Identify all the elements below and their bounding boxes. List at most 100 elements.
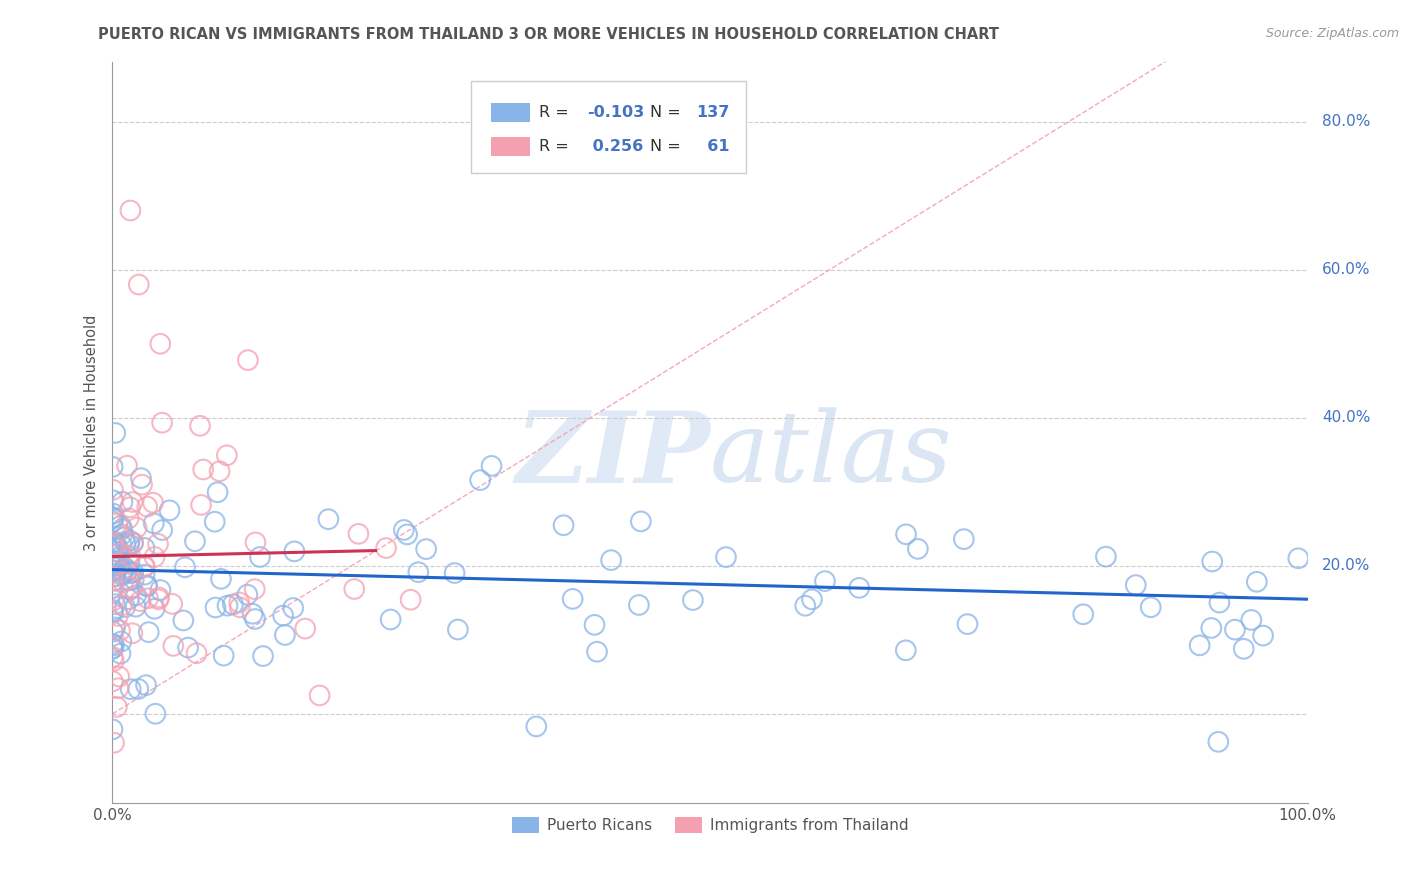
Point <box>848 581 870 595</box>
Point <box>110 538 132 552</box>
Point <box>956 617 979 632</box>
Point <box>553 518 575 533</box>
Point <box>186 646 208 660</box>
Point <box>101 564 124 578</box>
Point <box>111 564 134 578</box>
Point <box>1251 629 1274 643</box>
Point <box>105 700 128 714</box>
Text: 61: 61 <box>696 138 730 153</box>
Text: 137: 137 <box>696 104 730 120</box>
Text: ZIP: ZIP <box>515 407 710 503</box>
Point <box>343 582 366 596</box>
Point <box>104 425 127 440</box>
Point <box>122 536 145 550</box>
Point <box>1223 623 1246 637</box>
Point <box>134 541 156 555</box>
Point <box>136 591 159 606</box>
Point <box>561 591 583 606</box>
Point <box>121 626 143 640</box>
Point <box>103 593 125 607</box>
Point <box>101 641 124 656</box>
Point <box>121 535 143 549</box>
Point <box>129 471 152 485</box>
Point <box>131 477 153 491</box>
Point <box>149 582 172 597</box>
Point <box>111 495 134 509</box>
Point <box>118 538 141 552</box>
Point <box>1233 641 1256 656</box>
Point <box>114 600 136 615</box>
Point <box>174 560 197 574</box>
Point <box>283 544 305 558</box>
Point <box>115 458 138 473</box>
Point <box>120 682 142 697</box>
Point <box>101 556 124 570</box>
Point <box>114 535 136 549</box>
Point <box>107 541 129 556</box>
Text: 40.0%: 40.0% <box>1322 410 1371 425</box>
Point <box>135 579 157 593</box>
Point <box>117 572 139 586</box>
Point <box>103 638 125 652</box>
Point <box>682 593 704 607</box>
Point <box>148 592 170 607</box>
Point <box>142 496 165 510</box>
Point <box>110 546 132 560</box>
Text: 20.0%: 20.0% <box>1322 558 1371 574</box>
Point <box>252 648 274 663</box>
Point <box>120 549 142 564</box>
Point <box>907 541 929 556</box>
Point <box>101 510 124 524</box>
Point <box>396 527 419 541</box>
Point <box>894 527 917 541</box>
Point <box>1286 551 1309 566</box>
Point <box>108 624 131 638</box>
Point <box>103 511 125 525</box>
Point <box>142 516 165 531</box>
Text: N =: N = <box>650 104 686 120</box>
Text: 80.0%: 80.0% <box>1322 114 1371 129</box>
Point <box>103 736 125 750</box>
Point <box>120 203 142 218</box>
Point <box>105 554 128 568</box>
Point <box>470 473 492 487</box>
Point <box>1071 607 1094 622</box>
Point <box>794 599 817 613</box>
Point <box>121 581 143 595</box>
Point <box>294 622 316 636</box>
Point <box>101 459 124 474</box>
Point <box>283 601 305 615</box>
Point <box>209 572 232 586</box>
Point <box>121 495 143 509</box>
Point <box>122 566 145 580</box>
Point <box>184 534 207 549</box>
Point <box>103 507 125 521</box>
Point <box>114 530 136 544</box>
Text: N =: N = <box>650 138 686 153</box>
Point <box>236 353 259 368</box>
Point <box>150 523 173 537</box>
Point <box>245 535 267 549</box>
Point <box>159 503 181 517</box>
Point <box>101 570 124 584</box>
Point <box>714 550 737 565</box>
Point <box>111 527 134 541</box>
Point <box>125 521 148 535</box>
Point <box>274 628 297 642</box>
Point <box>110 518 132 533</box>
Point <box>108 559 131 574</box>
Point <box>101 641 124 656</box>
Point <box>134 567 156 582</box>
Point <box>148 591 170 605</box>
Point <box>415 542 437 557</box>
Point <box>101 515 124 529</box>
Point <box>101 723 124 737</box>
Text: atlas: atlas <box>710 407 953 502</box>
Point <box>814 574 837 588</box>
Text: Source: ZipAtlas.com: Source: ZipAtlas.com <box>1265 27 1399 40</box>
Point <box>190 498 212 512</box>
Point <box>111 575 134 590</box>
Point <box>172 614 194 628</box>
Point <box>243 582 266 597</box>
Bar <box>491 137 530 156</box>
